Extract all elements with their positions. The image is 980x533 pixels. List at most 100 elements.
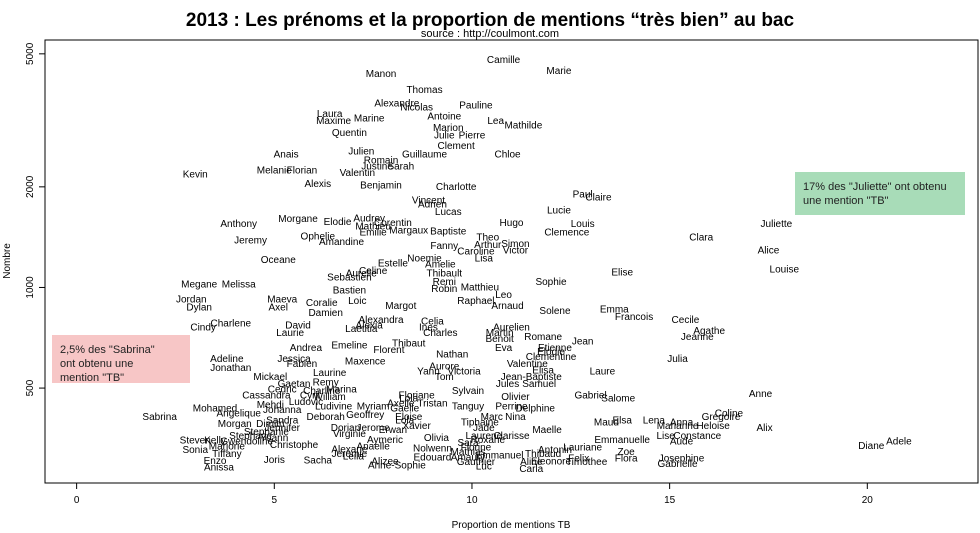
point-label: Sylvain (452, 386, 484, 397)
point-label: Victor (503, 245, 529, 256)
point-label: Julien (348, 147, 374, 158)
point-label: Aline (520, 457, 543, 468)
point-label: Emmanuelle (594, 435, 650, 446)
point-label: Lea (487, 116, 504, 127)
point-label: Clementine (526, 352, 577, 363)
point-label: Dylan (186, 303, 212, 314)
point-label: Arnaud (491, 301, 523, 312)
point-label: Elisa (532, 365, 554, 376)
point-label: Clarisse (493, 431, 530, 442)
point-label: Cyril (300, 391, 320, 402)
point-label: Thibaud (525, 449, 561, 460)
point-label: Jeremy (234, 236, 267, 247)
point-label: Anais (274, 149, 299, 160)
point-label: Agathe (693, 326, 725, 337)
point-label: Claire (585, 192, 612, 203)
point-label: Ines (419, 322, 438, 333)
point-label: Benjamin (360, 180, 402, 191)
point-label: Anthony (220, 219, 257, 230)
annotation-box (795, 172, 965, 215)
point-label: Emeline (331, 341, 368, 352)
point-label: Kelly (204, 436, 226, 447)
point-label: Elsa (612, 415, 632, 426)
point-label: Pauline (459, 101, 493, 112)
point-label: Timothee (566, 457, 608, 468)
point-label: Lauriane (563, 443, 602, 454)
point-label: Arthur (474, 240, 502, 251)
point-label: Yoann (260, 433, 288, 444)
point-label: Valentine (507, 359, 548, 370)
point-label: Coline (715, 408, 744, 419)
point-label: Baptiste (430, 227, 467, 238)
point-label: Aymeric (367, 435, 403, 446)
point-label: Maxence (345, 357, 386, 368)
point-label: Charline (303, 386, 341, 397)
point-label: Marjorie (209, 442, 246, 453)
point-label: Jade (473, 423, 495, 434)
point-label: Vincent (412, 196, 445, 207)
point-label: Eloise (395, 412, 423, 423)
point-label: Nicolas (400, 103, 433, 114)
point-label: Florian (287, 165, 318, 176)
point-label: Erwan (379, 425, 407, 436)
point-label: Jessica (277, 354, 311, 365)
point-label: Johanna (263, 405, 302, 416)
point-label: Marina (326, 385, 357, 396)
point-label: Benoit (485, 334, 514, 345)
point-label: Jordan (176, 295, 207, 306)
point-label: Stephane (229, 431, 272, 442)
point-label: Melissa (222, 280, 256, 291)
point-label: Eleonore (531, 457, 571, 468)
point-label: Ludivine (315, 402, 353, 413)
point-label: Ludovic (289, 397, 323, 408)
point-label: Maxime (316, 116, 351, 127)
point-label: Nina (505, 412, 526, 423)
point-label: Maeva (267, 295, 297, 306)
point-label: Anna (670, 417, 694, 428)
point-label: Lola (395, 415, 414, 426)
point-label: Aurore (429, 362, 459, 373)
point-label: Cedric (268, 385, 297, 396)
point-label: Amaury (451, 452, 485, 463)
point-label: Olivier (501, 392, 530, 403)
point-label: Florine (461, 443, 492, 454)
point-label: Flora (615, 453, 638, 464)
point-label: Lise (657, 431, 676, 442)
point-label: Olivia (424, 433, 449, 444)
x-tick-label: 10 (466, 495, 478, 506)
point-label: Mohamed (193, 403, 237, 414)
point-label: Christophe (270, 440, 319, 451)
point-label: Julie (434, 130, 455, 141)
point-label: Anaelle (356, 442, 390, 453)
point-label: Romain (364, 155, 398, 166)
point-label: Adele (886, 437, 912, 448)
x-axis-label: Proportion de mentions TB (452, 520, 571, 531)
point-label: Pierre (459, 130, 486, 141)
point-label: Dimitri (256, 419, 284, 430)
point-label: Charlotte (436, 182, 477, 193)
point-label: Heloise (696, 421, 730, 432)
y-tick-label: 5000 (25, 42, 36, 65)
point-label: Romane (524, 332, 562, 343)
point-label: Axelle (387, 398, 415, 409)
point-label: Alexis (304, 179, 331, 190)
point-label: Samuel (522, 379, 556, 390)
point-label: Laurene (465, 431, 502, 442)
point-label: Laurine (313, 368, 347, 379)
point-label: Lisa (475, 254, 494, 265)
point-label: Adrien (418, 200, 447, 211)
point-label: Tiphaine (461, 417, 499, 428)
point-label: Dorian (331, 423, 360, 434)
point-label: Chloe (494, 149, 521, 160)
point-label: Felix (568, 453, 589, 464)
point-label: Sophie (535, 277, 567, 288)
y-axis-label: Nombre (2, 243, 13, 279)
point-label: Tristan (417, 398, 447, 409)
point-label: Margaux (389, 226, 428, 237)
point-label: Paul (573, 189, 593, 200)
point-label: Gabriel (574, 391, 606, 402)
point-label: Jules (496, 379, 519, 390)
point-label: Cassandra (242, 391, 291, 402)
point-label: Jeremie (332, 449, 368, 460)
x-tick-label: 20 (862, 495, 874, 506)
